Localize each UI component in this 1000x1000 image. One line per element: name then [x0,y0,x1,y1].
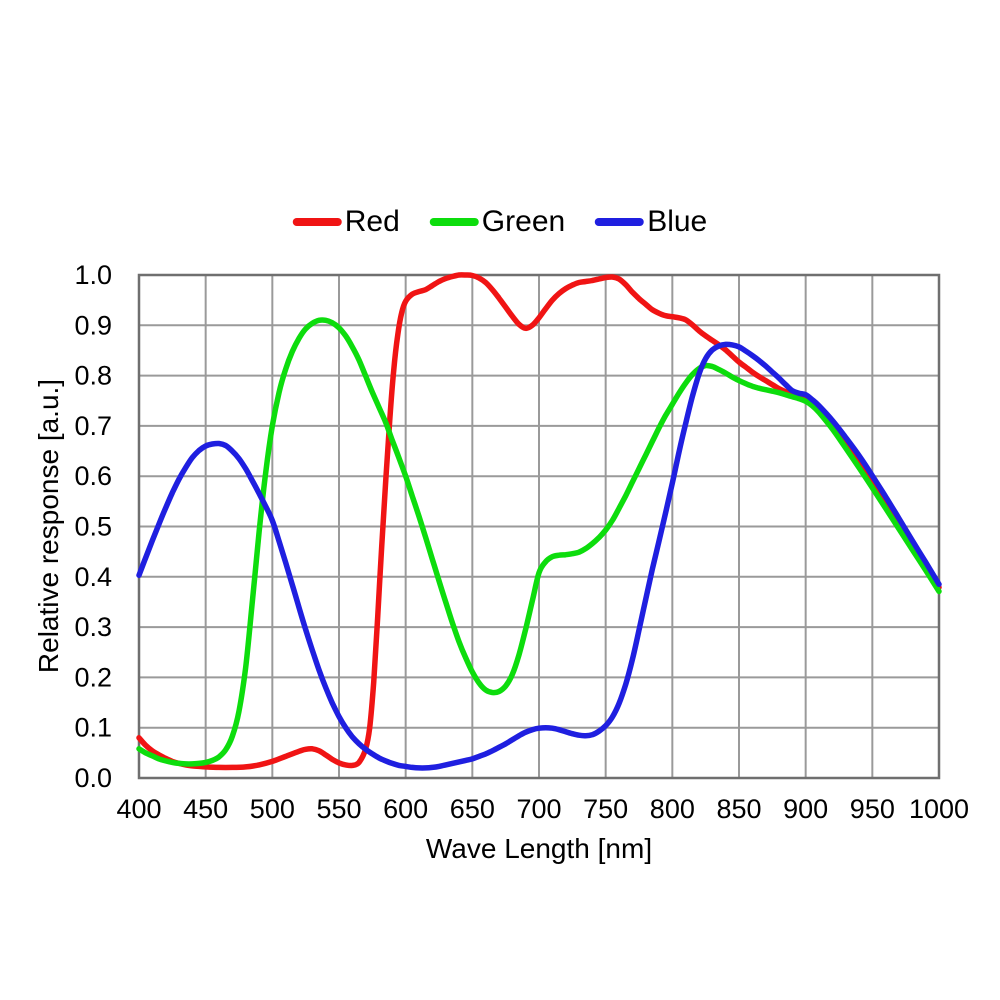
x-tick-label: 750 [583,794,628,824]
legend-label-blue: Blue [647,205,708,238]
y-tick-label: 0.4 [74,562,112,592]
plot-border [137,273,941,780]
x-tick-label: 500 [250,794,295,824]
y-tick-label: 0.3 [74,612,112,642]
legend-item-green: Green [429,205,566,238]
x-tick-label: 650 [450,794,495,824]
legend-item-red: Red [292,205,400,238]
legend-item-blue: Blue [595,207,707,237]
y-tick-label: 1.0 [74,260,112,290]
x-tick-label: 450 [183,794,228,824]
series-line-green [136,317,942,767]
y-tick-label: 0.1 [74,713,112,743]
legend-swatch-green-line [429,218,479,226]
y-tick-label: 0.5 [74,512,112,542]
x-tick-label: 800 [650,794,695,824]
y-tick-label: 0.0 [74,763,112,793]
legend-swatch-blue-line [595,218,645,226]
x-tick-label: 600 [383,794,428,824]
y-tick-label: 0.2 [74,662,112,692]
legend-swatch-red-line [292,218,342,226]
y-tick-label: 0.9 [74,310,112,340]
series-line-blue [136,341,942,771]
legend-label-red: Red [344,205,400,238]
x-tick-label: 400 [116,794,161,824]
y-tick-label: 0.7 [74,411,112,441]
x-tick-label: 900 [783,794,828,824]
legend-label-green: Green [481,205,566,238]
series-line-red [136,272,942,771]
legend: Red Green Blue [292,205,707,238]
x-tick-label: 1000 [909,794,969,824]
y-tick-label: 0.8 [74,361,112,391]
x-axis-title: Wave Length [nm] [425,833,653,864]
x-tick-label: 850 [716,794,761,824]
x-tick-label: 700 [516,794,561,824]
y-tick-label: 0.6 [74,461,112,491]
x-tick-label: 550 [316,794,361,824]
x-tick-label: 950 [850,794,895,824]
